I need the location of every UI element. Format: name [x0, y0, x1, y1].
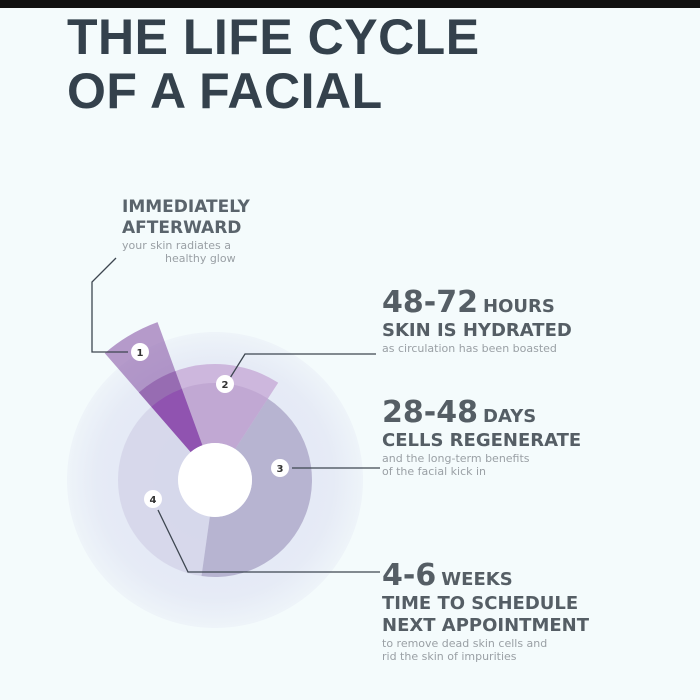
stage-3-marker	[271, 459, 289, 477]
segment-1-inner	[151, 388, 203, 453]
stage-2-desc: as circulation has been boasted	[382, 342, 557, 355]
stage-3-heading: CELLS REGENERATE	[382, 430, 582, 451]
stage-1-marker	[131, 343, 149, 361]
top-bar	[0, 0, 700, 8]
segment-3	[201, 398, 313, 577]
stage-3-number: 3	[277, 464, 284, 475]
stage-1-heading-2: AFTERWARD	[122, 218, 242, 238]
stage-2-label: 48-72 HOURS SKIN IS HYDRATED as circulat…	[382, 285, 572, 355]
stage-1-heading-1: IMMEDIATELY	[122, 197, 250, 217]
stage-2-marker	[216, 375, 234, 393]
leader-line-4	[157, 509, 380, 573]
stage-4-label: 4-6 WEEKS TIME TO SCHEDULE NEXT APPOINTM…	[382, 558, 589, 663]
stage-1-number: 1	[137, 348, 144, 359]
stage-2-heading: SKIN IS HYDRATED	[382, 320, 572, 341]
stage-4-value: 4-6	[382, 558, 437, 593]
stage-3-value: 28-48	[382, 395, 478, 430]
page-title: THE LIFE CYCLE OF A FACIAL	[67, 10, 480, 118]
stage-1-label: IMMEDIATELY AFTERWARD your skin radiates…	[122, 197, 250, 265]
stage-2-unit: HOURS	[483, 296, 555, 317]
stage-4-heading-1: TIME TO SCHEDULE	[382, 593, 579, 614]
stage-4-marker	[144, 490, 162, 508]
segment-2-inner	[181, 383, 268, 449]
segment-4	[118, 406, 210, 577]
stage-1-desc-2: healthy glow	[165, 252, 236, 265]
leader-line-1	[91, 257, 128, 353]
stage-3-label: 28-48 DAYS CELLS REGENERATE and the long…	[382, 395, 581, 478]
center-hole	[178, 443, 252, 517]
title-line-2: OF A FACIAL	[67, 63, 383, 119]
stage-4-desc-2: rid the skin of impurities	[382, 650, 517, 663]
stage-4-desc-1: to remove dead skin cells and	[382, 637, 548, 650]
stage-4-heading-2: NEXT APPOINTMENT	[382, 615, 589, 636]
leader-line-2	[229, 353, 376, 379]
stage-3-desc-2: of the facial kick in	[382, 465, 487, 478]
stage-4-number: 4	[150, 495, 157, 506]
stage-2-value: 48-72	[382, 285, 478, 320]
stage-4-unit: WEEKS	[441, 569, 513, 590]
stage-2-number: 2	[222, 380, 229, 391]
stage-3-unit: DAYS	[483, 406, 537, 427]
title-line-1: THE LIFE CYCLE	[67, 9, 480, 65]
stage-3-desc-1: and the long-term benefits	[382, 452, 530, 465]
stage-1-desc-1: your skin radiates a	[122, 239, 231, 252]
